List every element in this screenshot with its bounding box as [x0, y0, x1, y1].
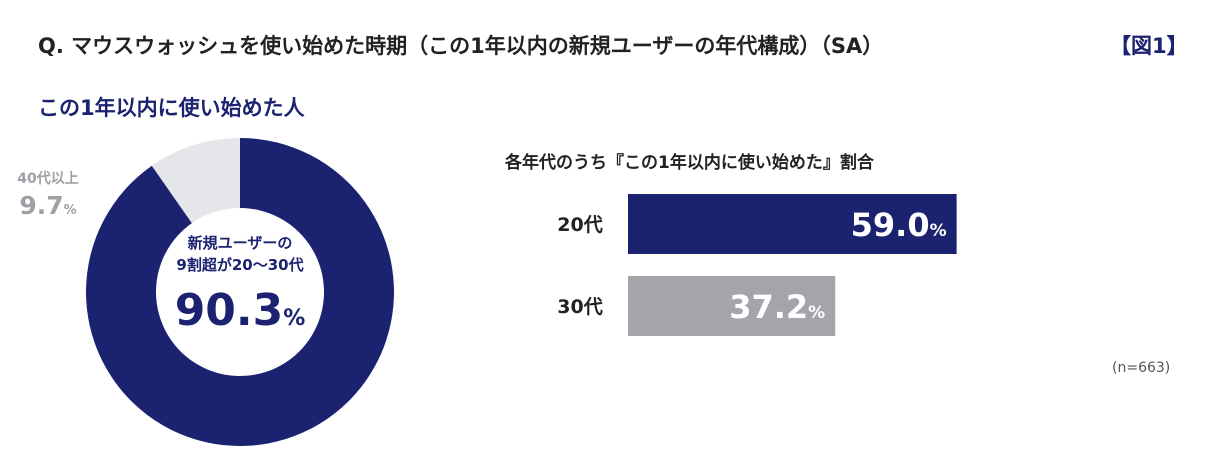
- bar-category-label: 30代: [557, 296, 602, 318]
- bar-value-label: 37.2%: [729, 288, 825, 326]
- bar-value-label: 59.0%: [851, 206, 947, 244]
- bar-category-label: 20代: [557, 214, 602, 236]
- donut-center-label: 新規ユーザーの 9割超が20～30代 90.3%: [158, 232, 322, 348]
- center-value-unit: %: [283, 306, 306, 331]
- chart-question-title: Q. マウスウォッシュを使い始めた時期（この1年以内の新規ユーザーの年代構成）（…: [38, 34, 884, 58]
- outside-value-label: 9.7%: [8, 191, 88, 220]
- outside-category-label: 40代以上: [17, 171, 79, 187]
- sample-size-note: (n=663): [1112, 360, 1171, 376]
- center-value-number: 90.3: [174, 285, 284, 336]
- bar-chart-title: 各年代のうち『この1年以内に使い始めた』割合: [505, 153, 874, 173]
- donut-slice-1: [85, 138, 394, 446]
- donut-slice-2: [151, 138, 240, 224]
- figure-label: 【図1】: [1110, 34, 1188, 58]
- donut-outside-label: 40代以上 9.7%: [8, 168, 88, 220]
- outside-value-number: 9.7: [19, 191, 64, 220]
- center-text-line2: 9割超が20～30代: [176, 256, 304, 274]
- bar-2: [628, 276, 836, 336]
- bar-1: [628, 194, 957, 254]
- center-text-line1: 新規ユーザーの: [187, 234, 293, 252]
- bar-chart: 20代 59.0% 30代 37.2%: [557, 194, 957, 336]
- donut-subhead: この1年以内に使い始めた人: [38, 96, 305, 120]
- outside-value-unit: %: [63, 203, 77, 218]
- center-value-label: 90.3%: [158, 282, 322, 348]
- donut-chart: [85, 138, 394, 446]
